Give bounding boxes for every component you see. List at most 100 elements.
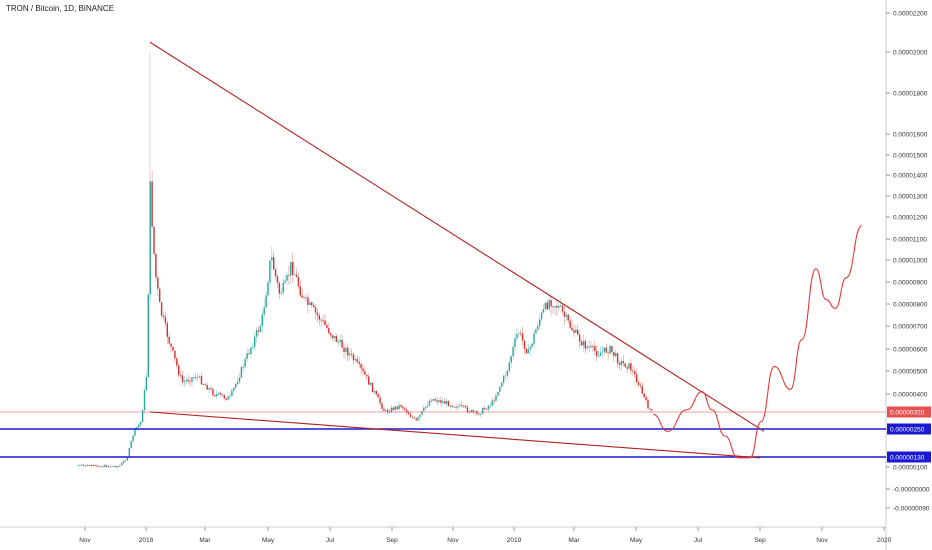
candle-body — [502, 375, 505, 383]
candle-body — [352, 354, 355, 361]
candle-body — [434, 399, 436, 401]
candle-body — [263, 307, 265, 315]
candle-body — [599, 352, 602, 356]
candle-body — [138, 424, 140, 428]
y-tick-label: 0.00001300 — [893, 193, 928, 200]
candle-body — [425, 406, 427, 408]
candle-body — [288, 275, 290, 276]
candle-body — [419, 414, 421, 418]
chart-title: TRON / Bitcoin, 1D, BINANCE — [6, 4, 115, 13]
candle-body — [415, 418, 417, 421]
candle-body — [301, 295, 303, 298]
y-tick-label: 0.00001000 — [893, 257, 928, 264]
candle-body — [244, 358, 246, 367]
candle-body — [645, 397, 647, 401]
candle-body — [191, 377, 193, 382]
candle-body — [286, 275, 288, 281]
y-tick-label: 0.00001600 — [893, 131, 928, 138]
candle-body — [453, 406, 455, 408]
candle-body — [216, 394, 218, 397]
candle-body — [624, 363, 626, 368]
candle-body — [273, 257, 275, 270]
candle-body — [330, 333, 332, 336]
candle-body — [592, 346, 594, 347]
candle-body — [527, 349, 529, 354]
x-tick-label: May — [262, 537, 275, 544]
candle-body — [552, 306, 554, 308]
candle-body — [385, 409, 387, 411]
candle-body — [250, 347, 252, 354]
x-tick-label: Nov — [79, 537, 91, 544]
candle-body — [311, 302, 313, 306]
candle-body — [100, 466, 102, 468]
candle-body — [98, 466, 100, 468]
candle-body — [248, 353, 250, 355]
y-tick-label: -0.00000090 — [893, 505, 930, 512]
y-tick-label: 0.00002200 — [893, 10, 928, 17]
candle-body — [409, 414, 412, 417]
candle-body — [607, 352, 609, 354]
candle-body — [113, 466, 115, 467]
candle-body — [189, 381, 191, 383]
candle-body — [417, 417, 419, 421]
candle-body — [525, 348, 528, 354]
time-axis[interactable]: Nov 2018 Mar May Jul Sep Nov 2019 Mar May Jul Sep No… — [79, 527, 892, 544]
candle-body — [390, 407, 393, 413]
candle-body — [632, 370, 634, 372]
candle-body — [520, 333, 522, 335]
y-tick-label: 0.00000600 — [893, 346, 928, 353]
candle-body — [115, 466, 117, 468]
candle-body — [174, 350, 176, 359]
candle-body — [535, 329, 537, 334]
candle-body — [554, 306, 556, 308]
trendline[interactable] — [149, 411, 761, 459]
candle-body — [373, 391, 376, 393]
candle-body — [153, 226, 155, 254]
price-tags: 0.00000320 0.00000250 0.00000130 — [887, 406, 931, 463]
candle-body — [231, 390, 233, 396]
candle-body — [164, 317, 167, 324]
price-tag-label: 0.00000250 — [890, 426, 925, 433]
price-axis[interactable]: 0.00002200 0.00002000 0.00001800 0.00001600… — [886, 10, 930, 512]
candle-body — [126, 456, 129, 461]
candle-body — [569, 320, 571, 328]
candle-body — [641, 386, 643, 394]
candle-body — [358, 361, 360, 364]
candle-body — [400, 405, 402, 407]
candle-body — [326, 325, 328, 328]
y-tick-label: 0.00001800 — [893, 90, 928, 97]
candle-body — [170, 343, 172, 347]
candle-body — [544, 302, 547, 309]
candle-body — [208, 388, 210, 390]
candle-body — [197, 376, 199, 378]
x-tick-label: 2020 — [877, 537, 892, 544]
candle-body — [223, 395, 225, 399]
candle-body — [227, 396, 229, 400]
candle-body — [609, 345, 611, 354]
candle-body — [601, 351, 604, 353]
candle-body — [540, 312, 543, 320]
candle-body — [356, 359, 358, 362]
candle-body — [166, 323, 168, 337]
projection-path[interactable] — [653, 225, 863, 459]
candle-body — [149, 181, 151, 295]
candle-body — [368, 376, 370, 385]
candle-body — [470, 410, 472, 413]
candle-body — [331, 335, 334, 338]
candle-body — [195, 377, 197, 378]
candle-body — [259, 325, 262, 332]
y-tick-label: 0.00000900 — [893, 279, 928, 286]
trendline[interactable] — [149, 41, 765, 432]
candle-body — [375, 391, 377, 395]
candle-body — [347, 347, 349, 356]
candle-body — [345, 347, 347, 353]
candle-body — [297, 276, 300, 287]
y-tick-label: -0.00000000 — [893, 486, 930, 493]
candle-body — [151, 181, 153, 227]
candle-body — [634, 371, 636, 375]
candle-body — [438, 400, 440, 402]
candle-body — [603, 347, 605, 352]
candle-body — [483, 408, 486, 410]
candle-body — [476, 411, 478, 414]
